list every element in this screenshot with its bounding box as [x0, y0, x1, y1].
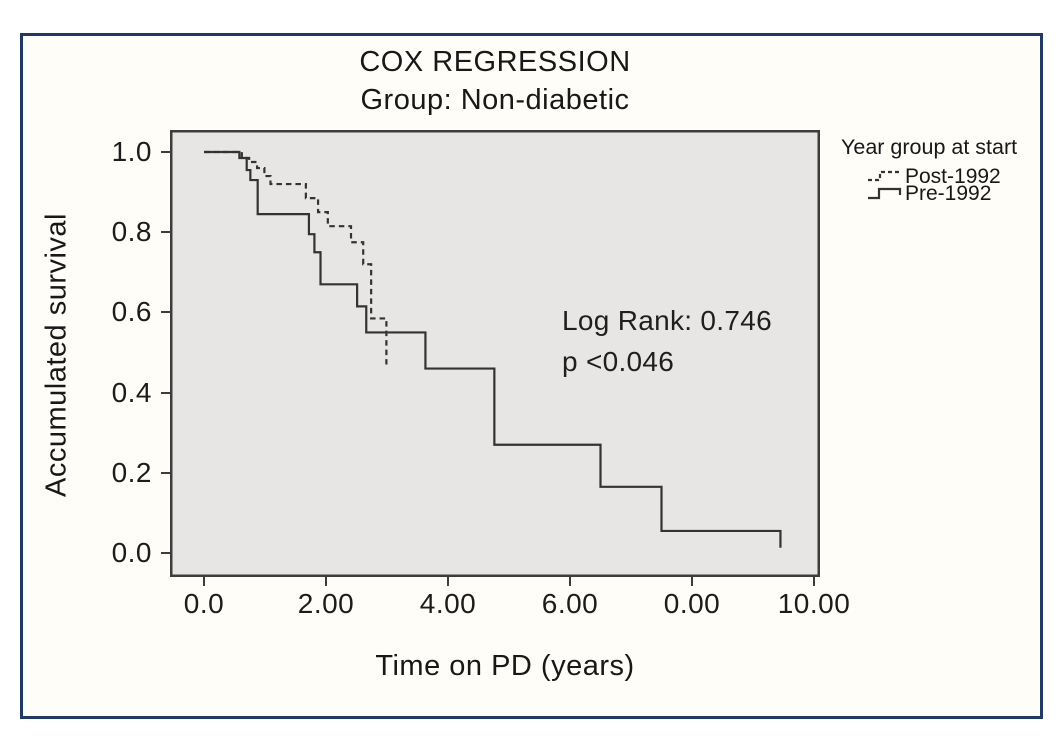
y-tick-label: 0.2: [111, 456, 152, 488]
survival-curves-svg: [170, 130, 820, 577]
log-rank-text: Log Rank: 0.746: [562, 305, 772, 336]
plot-area: [170, 130, 820, 577]
y-tick-mark: [161, 151, 170, 153]
chart-subtitle: Group: Non-diabetic: [360, 84, 630, 116]
x-tick-label: 6.00: [541, 588, 599, 619]
x-axis-title: Time on PD (years): [375, 650, 635, 682]
legend-entry-label: Pre-1992: [905, 182, 992, 205]
x-tick-label: 0.00: [663, 588, 721, 619]
x-tick-label: 4.00: [419, 588, 477, 619]
y-tick-label: 0.0: [111, 537, 152, 568]
y-tick-mark: [161, 552, 170, 554]
x-tick-label: 0.0: [183, 588, 225, 619]
x-tick-mark: [813, 577, 815, 586]
chart-title: COX REGRESSION: [359, 46, 631, 78]
y-tick-label: 0.8: [111, 216, 152, 248]
pre-1992-curve: [204, 150, 782, 548]
y-tick-mark: [161, 231, 170, 234]
plot-frame: [170, 130, 820, 577]
x-tick-mark: [203, 577, 205, 586]
x-tick-mark: [569, 577, 571, 586]
y-tick-label: 1.0: [111, 136, 152, 167]
legend-entry: Post-1992: [866, 165, 1001, 188]
log-rank-annotation: Log Rank: 0.746 p <0.046: [562, 300, 772, 382]
y-tick-label: 0.4: [111, 376, 152, 408]
legend-title: Year group at start: [841, 135, 1018, 159]
x-tick-mark: [325, 577, 327, 586]
solid-line-swatch-icon: [868, 187, 902, 200]
y-tick-mark: [161, 311, 170, 314]
x-tick-label: 2.00: [297, 588, 355, 619]
legend-entry-label: Post-1992: [905, 165, 1001, 188]
y-tick-mark: [161, 471, 170, 474]
x-tick-mark: [691, 577, 693, 586]
post-1992-curve: [204, 150, 388, 365]
y-tick-label: 0.6: [111, 296, 152, 328]
dashed-line-swatch-icon: [868, 170, 902, 182]
x-tick-label: 10.00: [777, 588, 851, 619]
p-value-text: p <0.046: [562, 346, 675, 377]
x-tick-mark: [447, 577, 449, 586]
legend: Post-1992 Pre-1992: [866, 165, 1001, 205]
y-tick-mark: [161, 391, 170, 394]
legend-entry: Pre-1992: [866, 182, 1001, 205]
y-axis-title: Accumulated survival: [40, 213, 73, 497]
